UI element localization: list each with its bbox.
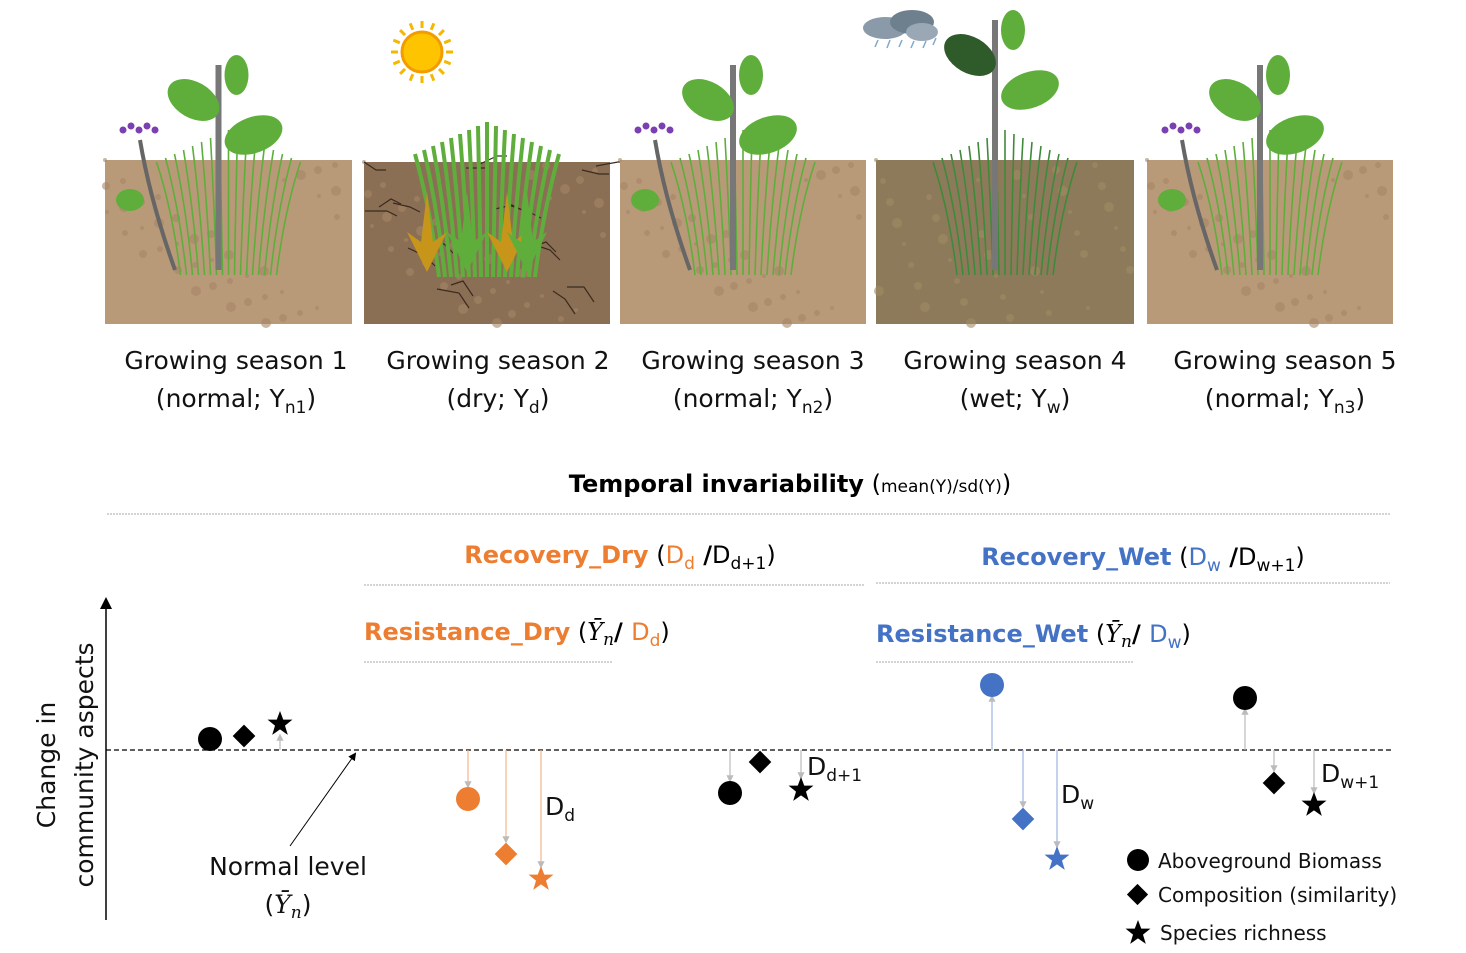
biomass-marker bbox=[1233, 686, 1257, 710]
season-4-condition: (wet; Yw) bbox=[960, 384, 1071, 418]
resistance-wet-label: Resistance_Wet (Ȳn/ Dw) bbox=[876, 620, 1191, 653]
legend: Aboveground Biomass Composition (similar… bbox=[1125, 849, 1397, 945]
legend-label: Composition (similarity) bbox=[1158, 883, 1397, 907]
season-4-illustration bbox=[874, 10, 1134, 328]
season-2-title: Growing season 2 bbox=[386, 346, 609, 375]
richness-marker bbox=[267, 711, 293, 735]
richness-marker bbox=[1044, 846, 1070, 870]
normal-level-symbol: (Ȳn) bbox=[265, 890, 312, 923]
season-4-title: Growing season 4 bbox=[903, 346, 1126, 375]
dd-label: Dd bbox=[545, 792, 575, 826]
recovery-dry-label: Recovery_Dry (Dd /Dd+1) bbox=[464, 541, 775, 574]
season-5-title: Growing season 5 bbox=[1173, 346, 1396, 375]
composition-marker bbox=[494, 842, 518, 866]
legend-circle-marker bbox=[1127, 849, 1149, 871]
legend-label: Species richness bbox=[1160, 921, 1327, 945]
richness-marker bbox=[1301, 792, 1327, 816]
y-axis-label: Change in bbox=[32, 702, 61, 828]
normal-level-pointer bbox=[289, 752, 357, 847]
legend-star-marker bbox=[1125, 920, 1151, 944]
invariability-label: Temporal invariability (mean(Y)/sd(Y)) bbox=[569, 470, 1011, 498]
season-5-condition: (normal; Yn3) bbox=[1205, 384, 1365, 418]
legend-label: Aboveground Biomass bbox=[1158, 849, 1382, 873]
dw-label: Dw bbox=[1061, 780, 1094, 814]
season-2-illustration bbox=[362, 121, 628, 328]
composition-marker bbox=[232, 724, 256, 748]
sun-icon bbox=[391, 21, 453, 83]
season-2-condition: (dry; Yd) bbox=[447, 384, 550, 418]
dw1-label: Dw+1 bbox=[1321, 759, 1379, 793]
biomass-marker bbox=[980, 673, 1004, 697]
richness-marker bbox=[528, 866, 554, 890]
composition-marker bbox=[748, 750, 772, 774]
composition-marker bbox=[1011, 807, 1035, 831]
biomass-marker bbox=[198, 727, 222, 751]
season-5-illustration bbox=[1145, 55, 1393, 328]
season-3-condition: (normal; Yn2) bbox=[673, 384, 833, 418]
season-1-condition: (normal; Yn1) bbox=[156, 384, 316, 418]
recovery-wet-label: Recovery_Wet (Dw /Dw+1) bbox=[981, 543, 1305, 576]
y-axis-label: community aspects bbox=[70, 642, 99, 887]
resistance-dry-label: Resistance_Dry (Ȳn/ Dd) bbox=[364, 618, 670, 651]
composition-marker bbox=[1262, 771, 1286, 795]
season-3-title: Growing season 3 bbox=[641, 346, 864, 375]
rain-cloud-icon bbox=[863, 10, 938, 49]
dd1-label: Dd+1 bbox=[807, 752, 862, 786]
biomass-marker bbox=[718, 781, 742, 805]
season-3-illustration bbox=[618, 55, 866, 328]
season-1-title: Growing season 1 bbox=[124, 346, 347, 375]
legend-diamond-marker bbox=[1126, 883, 1149, 906]
season-1-illustration bbox=[102, 55, 352, 328]
normal-level-label: Normal level bbox=[209, 852, 367, 881]
biomass-marker bbox=[456, 787, 480, 811]
